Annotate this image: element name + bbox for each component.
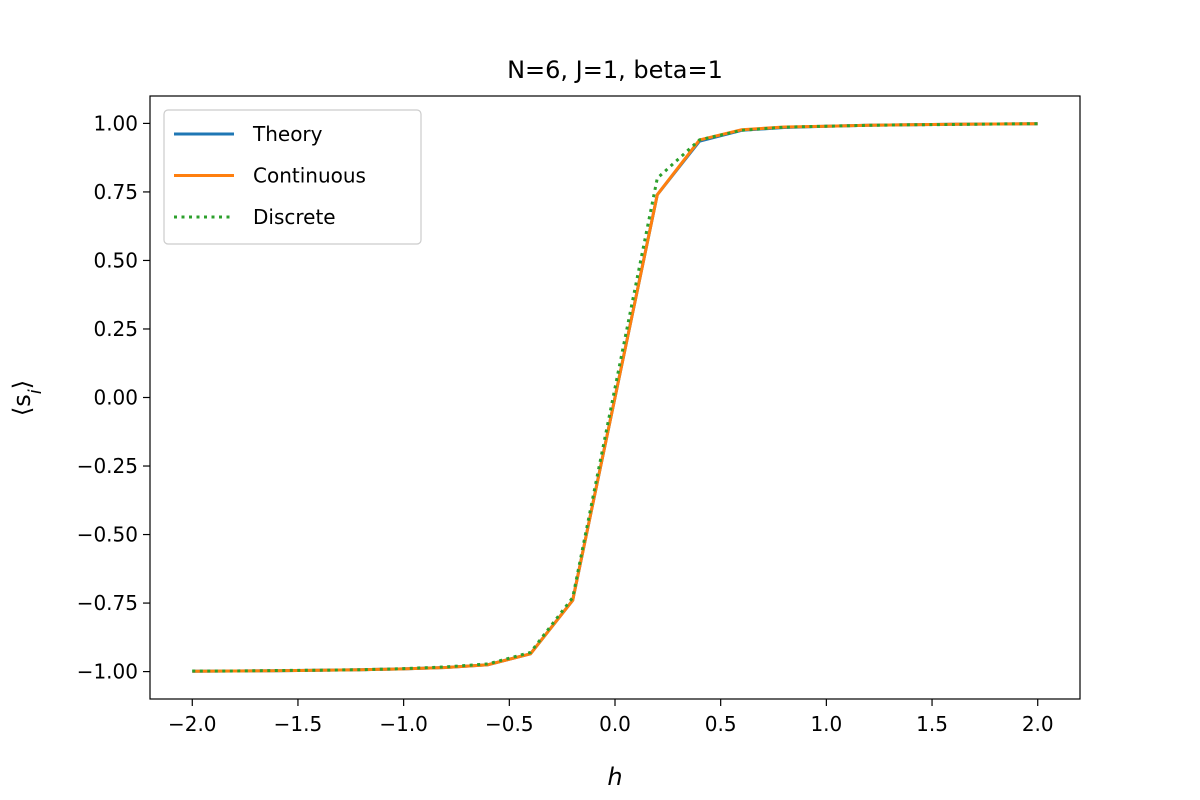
y-tick-label: 0.50: [93, 248, 138, 272]
svg-text:⟨si⟩: ⟨si⟩: [8, 380, 46, 416]
chart-title: N=6, J=1, beta=1: [507, 56, 723, 84]
y-tick-label: −1.00: [77, 660, 138, 684]
x-tick-label: −0.5: [485, 712, 534, 736]
y-axis-label-close: ⟩: [8, 380, 36, 389]
y-axis: 1.00 0.75 0.50 0.25 0.00 −0.25 −0.50 −0.75 −1.00: [77, 111, 150, 684]
y-tick-label: −0.50: [77, 523, 138, 547]
x-tick-label: 1.0: [810, 712, 842, 736]
legend-label-discrete: Discrete: [253, 205, 336, 229]
legend-box: [163, 109, 422, 245]
y-tick-label: 1.00: [93, 111, 138, 135]
y-tick-label: 0.25: [93, 317, 138, 341]
y-tick-label: 0.75: [93, 180, 138, 204]
x-tick-label: 0.0: [599, 712, 631, 736]
y-tick-label: −0.25: [77, 454, 138, 478]
series-layer: [192, 122, 1038, 673]
y-axis-label: ⟨si⟩: [8, 380, 46, 416]
legend-label-theory: Theory: [252, 122, 323, 146]
y-axis-label-open: ⟨s: [8, 394, 36, 416]
x-tick-label: −1.5: [274, 712, 323, 736]
y-tick-label: −0.75: [77, 591, 138, 615]
x-tick-label: 1.5: [916, 712, 948, 736]
legend-label-continuous: Continuous: [253, 164, 366, 188]
x-tick-label: −1.0: [379, 712, 428, 736]
legend: Theory Continuous Discrete: [163, 109, 422, 245]
x-tick-label: 0.5: [705, 712, 737, 736]
series-line-discrete: [192, 122, 1038, 673]
y-axis-label-subscript: i: [25, 389, 46, 394]
x-tick-label: −2.0: [168, 712, 217, 736]
x-axis: −2.0 −1.5 −1.0 −0.5 0.0 0.5 1.0 1.5 2.0: [168, 699, 1054, 736]
x-tick-label: 2.0: [1022, 712, 1054, 736]
series-line-continuous: [192, 122, 1038, 673]
y-tick-label: 0.00: [93, 386, 138, 410]
x-axis-label: h: [607, 763, 622, 791]
